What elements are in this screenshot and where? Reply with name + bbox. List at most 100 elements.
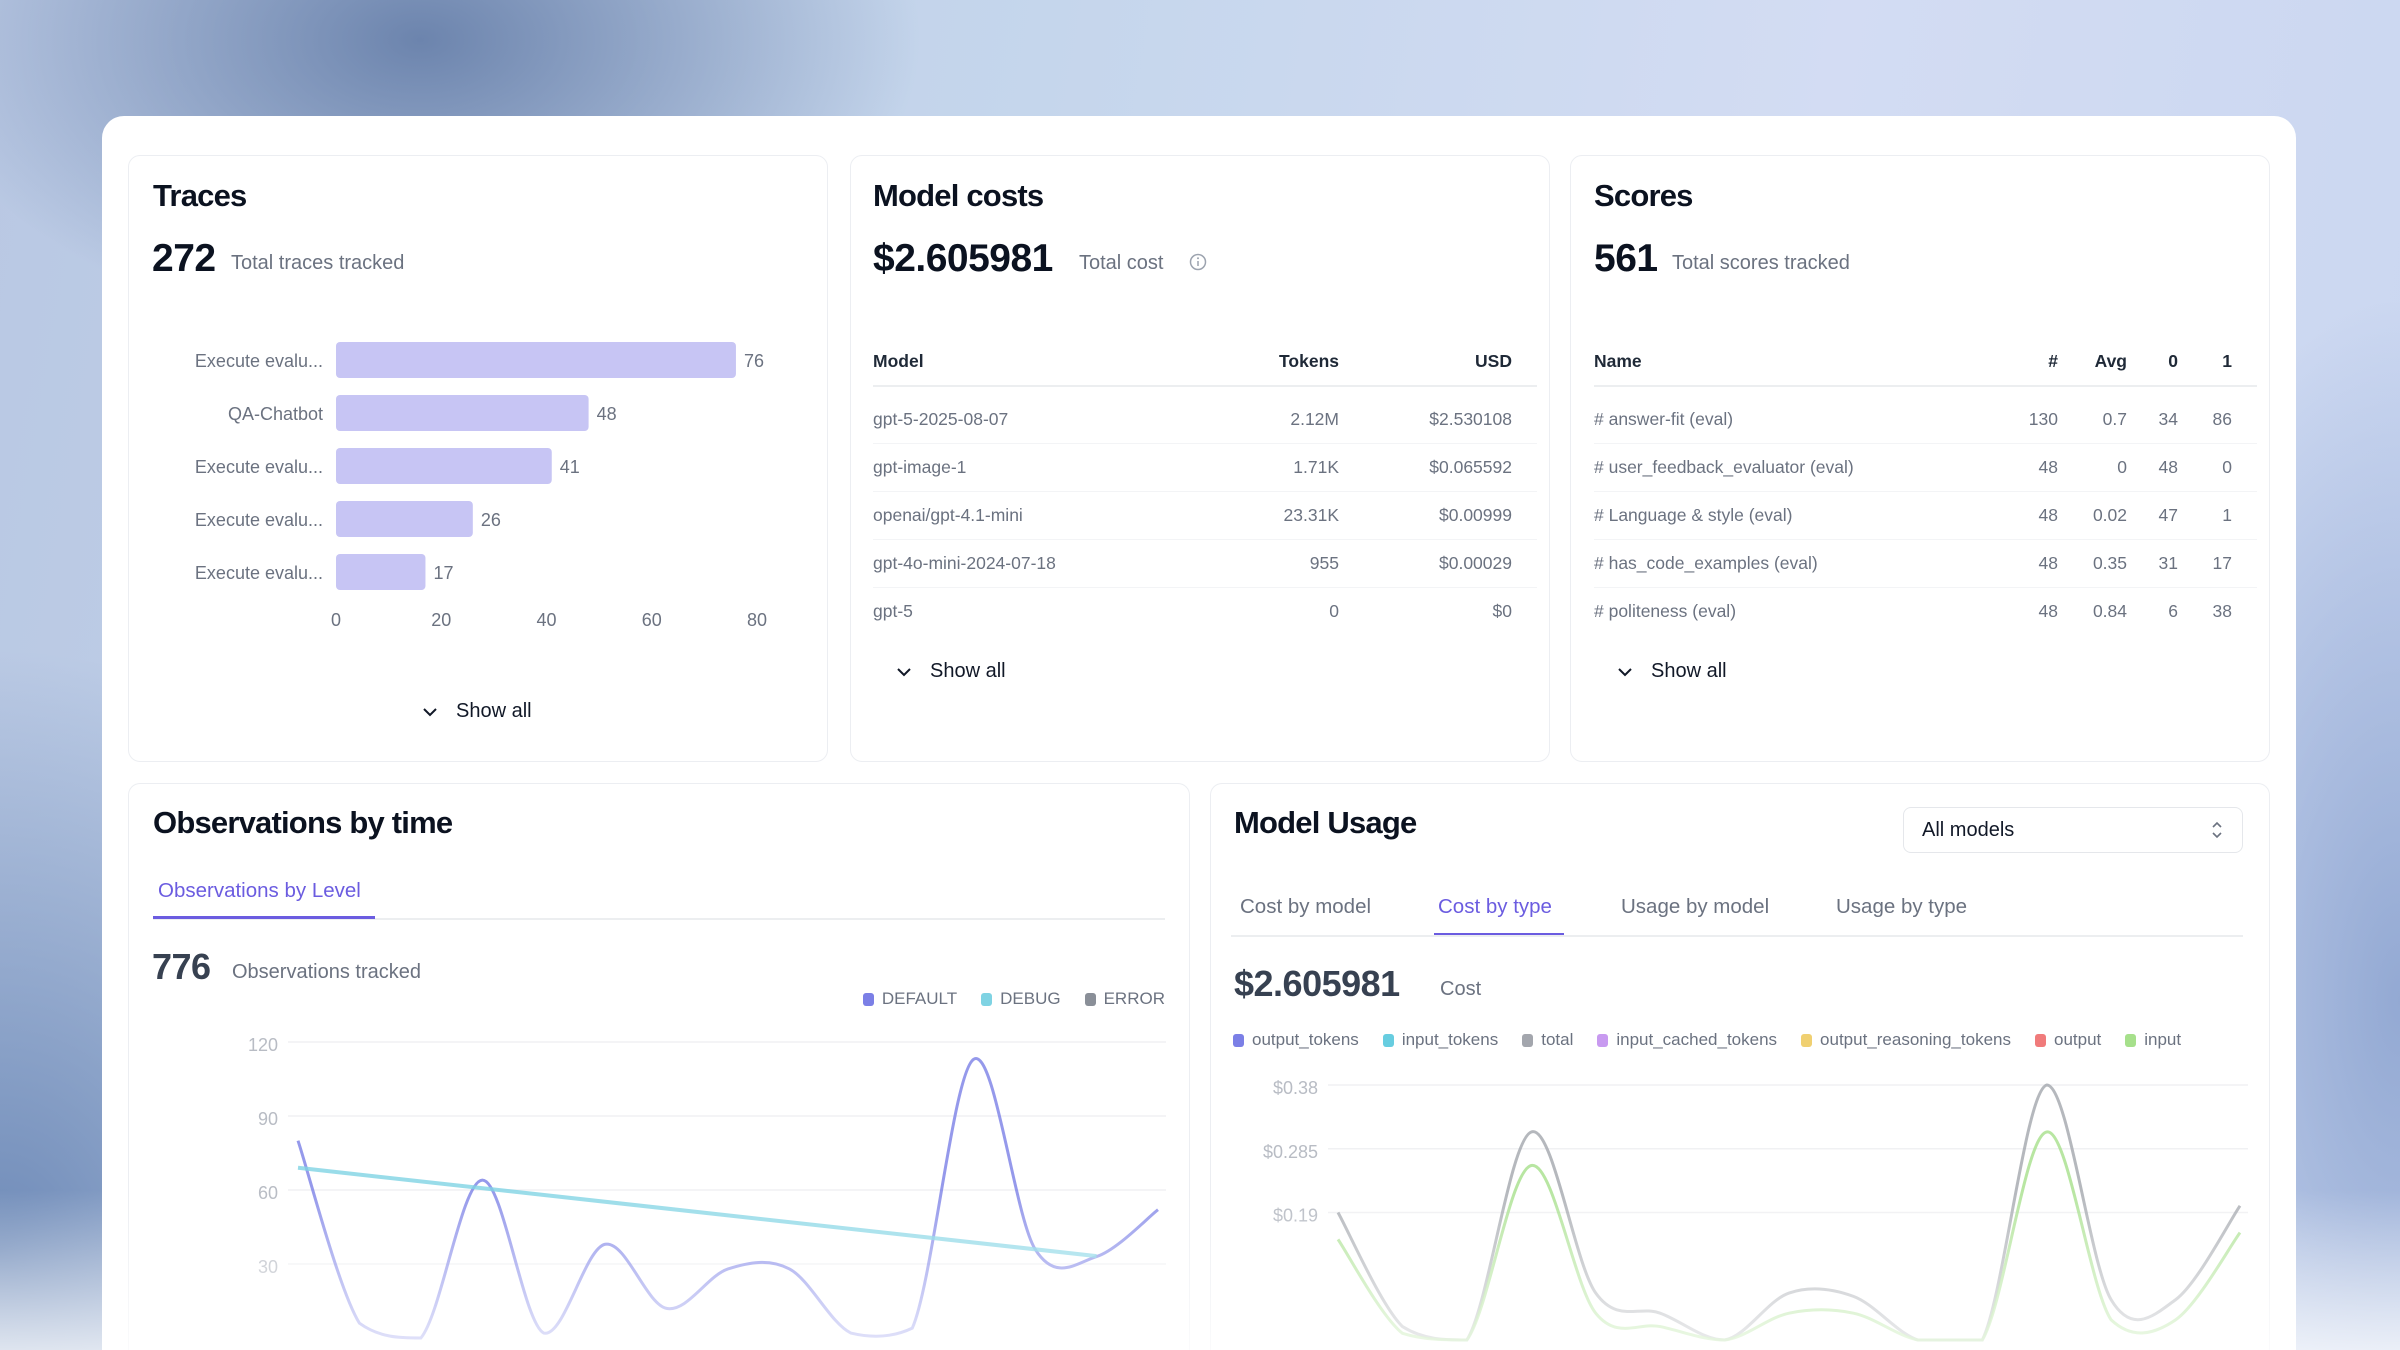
scores-total: 561 bbox=[1594, 237, 1658, 280]
bar[interactable] bbox=[336, 342, 736, 378]
model-select-value: All models bbox=[1922, 818, 2015, 841]
header-divider bbox=[873, 385, 1537, 387]
column-header: Name bbox=[1594, 351, 1642, 371]
legend-item[interactable]: DEFAULT bbox=[862, 989, 957, 1009]
row-divider bbox=[1594, 491, 2257, 492]
table-cell: gpt-5-2025-08-07 bbox=[873, 409, 1009, 429]
legend-item[interactable]: input_cached_tokens bbox=[1597, 1030, 1777, 1050]
y-tick-label: $0.38 bbox=[1273, 1078, 1318, 1098]
bar[interactable] bbox=[336, 395, 589, 431]
table-cell: 6 bbox=[2168, 601, 2178, 621]
y-tick-label: 60 bbox=[258, 1183, 278, 1203]
legend-label: output_tokens bbox=[1252, 1030, 1359, 1049]
bar[interactable] bbox=[336, 501, 473, 537]
bar[interactable] bbox=[336, 448, 552, 484]
model-usage-total: $2.605981 bbox=[1234, 963, 1400, 1004]
row-divider bbox=[873, 587, 1537, 588]
observations-title: Observations by time bbox=[153, 805, 453, 840]
legend-swatch bbox=[2125, 1033, 2137, 1047]
legend-swatch bbox=[2034, 1033, 2046, 1047]
traces-show-all-button[interactable]: Show all bbox=[422, 700, 532, 723]
scores-show-all-button[interactable]: Show all bbox=[1617, 660, 1727, 683]
tab-usage-by-model[interactable]: Usage by model bbox=[1621, 895, 1770, 918]
tab-observations-by-level[interactable]: Observations by Level bbox=[158, 879, 361, 902]
tab-cost-by-model[interactable]: Cost by model bbox=[1240, 895, 1372, 918]
y-tick-label: $0.285 bbox=[1263, 1142, 1318, 1162]
model-select[interactable]: All models bbox=[1903, 807, 2243, 853]
y-tick-label: 90 bbox=[258, 1109, 278, 1129]
x-tick-label: 40 bbox=[536, 610, 556, 630]
bar-label: Execute evalu... bbox=[195, 510, 323, 530]
column-header: USD bbox=[1475, 351, 1512, 371]
tabs-divider bbox=[1231, 935, 2243, 937]
tab-cost-by-type[interactable]: Cost by type bbox=[1438, 895, 1552, 918]
bar-label: Execute evalu... bbox=[195, 457, 323, 477]
model-costs-total-label: Total cost bbox=[1079, 252, 1164, 274]
row-divider bbox=[873, 443, 1537, 444]
table-cell: $0.065592 bbox=[1429, 457, 1512, 477]
legend-item[interactable]: output bbox=[2034, 1030, 2101, 1050]
table-cell: 0.7 bbox=[2102, 409, 2127, 429]
series-line-default[interactable] bbox=[296, 1057, 1159, 1340]
table-cell: 23.31K bbox=[1283, 505, 1339, 525]
model-costs-total: $2.605981 bbox=[873, 237, 1053, 280]
legend-item[interactable]: input bbox=[2125, 1030, 2181, 1050]
table-cell: 48 bbox=[2038, 457, 2058, 477]
legend-item[interactable]: ERROR bbox=[1084, 989, 1165, 1009]
chevron-up-down-icon bbox=[2212, 821, 2222, 839]
tab-usage-by-type[interactable]: Usage by type bbox=[1836, 895, 1968, 918]
legend-item[interactable]: output_reasoning_tokens bbox=[1801, 1030, 2011, 1050]
table-cell: # user_feedback_evaluator (eval) bbox=[1594, 457, 1854, 477]
table-cell: 48 bbox=[2158, 457, 2178, 477]
row-divider bbox=[1594, 587, 2257, 588]
bar-value-label: 41 bbox=[560, 457, 580, 477]
column-header: 1 bbox=[2222, 351, 2232, 371]
table-cell: 1 bbox=[2222, 505, 2232, 525]
active-tab-indicator bbox=[1434, 933, 1564, 936]
table-cell: 38 bbox=[2212, 601, 2232, 621]
table-cell: 86 bbox=[2212, 409, 2232, 429]
table-cell: 31 bbox=[2158, 553, 2178, 573]
series-line-input[interactable] bbox=[1336, 1130, 2242, 1342]
table-cell: openai/gpt-4.1-mini bbox=[873, 505, 1023, 525]
series-line-debug[interactable] bbox=[297, 1165, 1097, 1259]
table-cell: 2.12M bbox=[1290, 409, 1339, 429]
table-cell: # has_code_examples (eval) bbox=[1594, 553, 1818, 573]
table-cell: $2.530108 bbox=[1429, 409, 1512, 429]
table-cell: # politeness (eval) bbox=[1594, 601, 1737, 621]
legend-item[interactable]: DEBUG bbox=[981, 989, 1061, 1009]
traces-bar-chart: Execute evalu... 76 QA-Chatbot 48 Execute ev… bbox=[195, 342, 767, 630]
table-cell: 1.71K bbox=[1293, 457, 1339, 477]
x-tick-label: 0 bbox=[331, 610, 341, 630]
legend-swatch bbox=[1597, 1033, 1609, 1047]
y-tick-label: $0.19 bbox=[1273, 1206, 1318, 1226]
column-header: 0 bbox=[2168, 351, 2178, 371]
legend-label: input_tokens bbox=[1401, 1030, 1499, 1049]
show-all-label: Show all bbox=[1651, 660, 1727, 682]
model-costs-show-all-button[interactable]: Show all bbox=[896, 660, 1006, 683]
bar[interactable] bbox=[336, 554, 426, 590]
bar-label: Execute evalu... bbox=[195, 351, 323, 371]
traces-title: Traces bbox=[153, 178, 247, 213]
legend-item[interactable]: total bbox=[1522, 1030, 1573, 1050]
legend-item[interactable]: output_tokens bbox=[1233, 1030, 1359, 1050]
chevron-down-icon bbox=[423, 707, 437, 716]
table-cell: 0 bbox=[2117, 457, 2127, 477]
table-cell: 0 bbox=[2222, 457, 2232, 477]
info-icon[interactable] bbox=[1189, 253, 1207, 271]
table-cell: 48 bbox=[2038, 601, 2058, 621]
table-row[interactable] bbox=[873, 587, 1537, 635]
legend-swatch bbox=[1382, 1033, 1394, 1047]
legend-item[interactable]: input_tokens bbox=[1382, 1030, 1499, 1050]
table-cell: $0.00999 bbox=[1439, 505, 1512, 525]
chevron-down-icon bbox=[897, 667, 911, 676]
table-cell: 0.02 bbox=[2092, 505, 2127, 525]
table-cell: gpt-5 bbox=[873, 601, 913, 621]
tabs-divider bbox=[153, 918, 1165, 920]
table-cell: # answer-fit (eval) bbox=[1594, 409, 1734, 429]
table-cell: 955 bbox=[1309, 553, 1339, 573]
table-cell: 47 bbox=[2158, 505, 2178, 525]
column-header: Model bbox=[873, 351, 924, 371]
legend-label: input bbox=[2144, 1030, 2182, 1049]
model-usage-title: Model Usage bbox=[1234, 805, 1417, 840]
